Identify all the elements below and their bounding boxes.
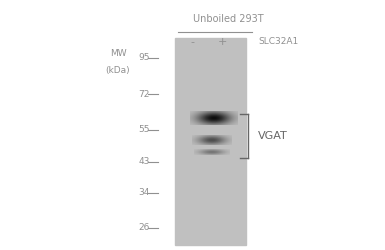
- Text: 43: 43: [139, 158, 150, 166]
- Text: VGAT: VGAT: [258, 131, 288, 141]
- Bar: [175, 38, 246, 245]
- Text: 26: 26: [139, 224, 150, 232]
- Text: Unboiled 293T: Unboiled 293T: [192, 14, 263, 24]
- Text: (kDa): (kDa): [106, 66, 130, 75]
- Text: -: -: [190, 37, 194, 47]
- Text: 34: 34: [139, 188, 150, 197]
- Text: 72: 72: [139, 90, 150, 99]
- Text: 95: 95: [139, 54, 150, 62]
- Text: SLC32A1: SLC32A1: [258, 38, 298, 46]
- Text: 55: 55: [139, 125, 150, 134]
- Text: MW: MW: [110, 49, 126, 58]
- Text: +: +: [217, 37, 227, 47]
